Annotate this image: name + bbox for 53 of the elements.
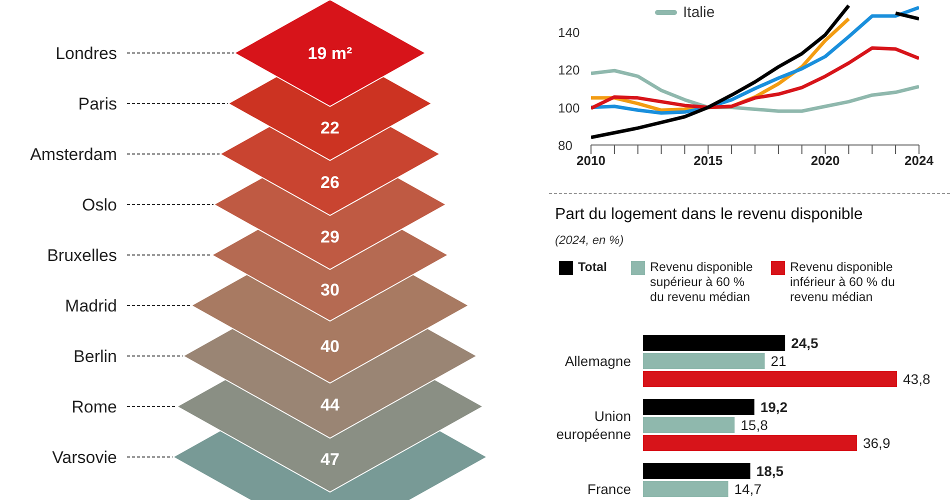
- chart-subtitle: (2024, en %): [555, 233, 624, 247]
- data-label: 29: [320, 227, 340, 246]
- data-label: 15,8: [740, 417, 768, 433]
- legend-label: Revenu disponible inférieur à 60 % du revenu médian: [790, 260, 896, 305]
- bar: [643, 335, 786, 351]
- category-label: Paris: [78, 94, 117, 114]
- chart-title: Part du logement dans le revenu disponible: [555, 206, 863, 224]
- bar: [643, 353, 765, 369]
- category-label: Berlin: [74, 347, 117, 366]
- category-label: Oslo: [82, 196, 117, 214]
- x-tick-label: 2010: [576, 153, 606, 168]
- line-series: [591, 46, 919, 110]
- data-label: 26: [320, 172, 340, 192]
- line-series: [591, 6, 919, 115]
- y-tick-label: Union européenne: [556, 408, 632, 442]
- data-label: 44: [320, 396, 340, 415]
- data-label: 43,8: [903, 371, 930, 387]
- y-tick-label: France: [587, 481, 632, 497]
- x-tick-label: 2015: [694, 153, 723, 168]
- bar: [643, 371, 897, 387]
- data-label: 40: [320, 337, 340, 356]
- data-label: 14,7: [734, 481, 762, 497]
- category-label: Amsterdam: [30, 145, 117, 164]
- bar: [643, 399, 754, 415]
- y-tick-label: Allemagne: [564, 353, 632, 369]
- data-label: 36,9: [862, 435, 890, 451]
- category-label: Varsovie: [52, 448, 117, 467]
- legend-label: Revenu disponible supérieur à 60 % du revenu médian: [650, 260, 754, 305]
- data-label: 21: [770, 353, 787, 369]
- legend-label: Total: [578, 260, 607, 275]
- y-tick-label: 80: [558, 138, 572, 153]
- data-label: 22: [320, 118, 340, 138]
- bar: [643, 481, 728, 497]
- data-label: 19 m²: [308, 44, 353, 63]
- bar: [643, 417, 735, 433]
- y-tick-label: 120: [558, 62, 580, 78]
- data-label: 24,5: [791, 335, 819, 351]
- legend-label: Italie: [683, 4, 715, 21]
- bar: [643, 435, 857, 451]
- category-label: Londres: [56, 44, 117, 63]
- bar: [643, 463, 750, 479]
- y-tick-label: 100: [558, 100, 580, 116]
- category-label: Bruxelles: [47, 246, 117, 265]
- line-series: [591, 68, 919, 113]
- x-tick-label: 2024: [904, 153, 934, 168]
- y-tick-label: 140: [558, 25, 580, 40]
- data-label: 19,2: [760, 399, 788, 415]
- data-label: 30: [320, 280, 340, 300]
- category-label: Rome: [72, 398, 117, 416]
- data-label: 47: [320, 450, 340, 470]
- x-tick-label: 2020: [810, 153, 840, 168]
- data-label: 18,5: [756, 463, 784, 479]
- category-label: Madrid: [65, 296, 117, 316]
